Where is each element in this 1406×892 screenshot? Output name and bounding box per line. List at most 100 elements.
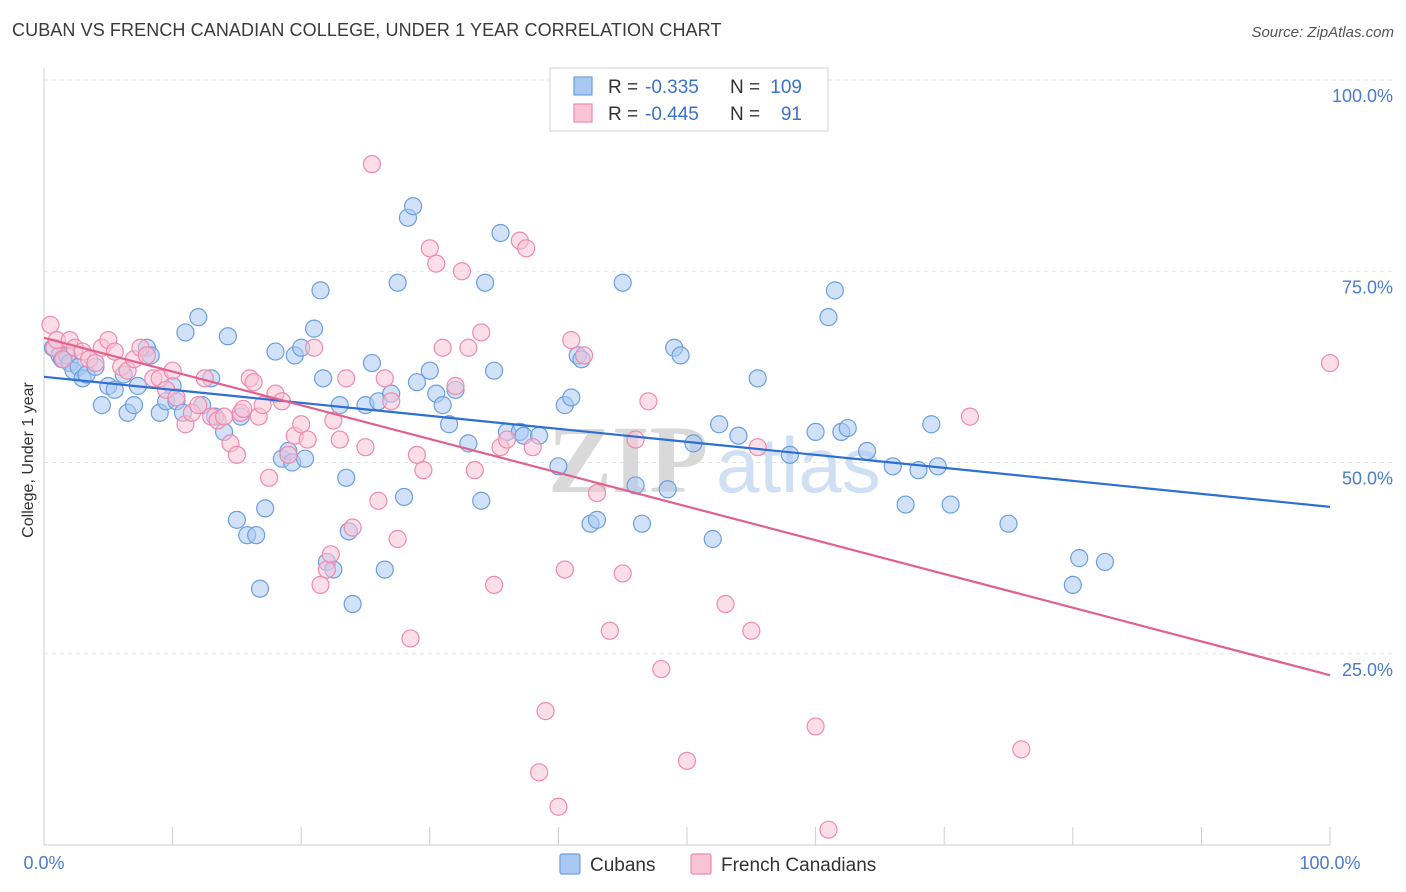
point-cubans-96 [806, 422, 825, 441]
point-french-canadians-46 [317, 560, 337, 579]
legend-swatch-cubans [559, 853, 581, 875]
point-cubans-25 [189, 308, 208, 327]
point-cubans-63 [420, 361, 439, 380]
point-cubans-105 [922, 415, 941, 434]
point-french-canadians-28 [214, 407, 234, 426]
point-french-canadians-8 [86, 353, 105, 373]
point-french-canadians-48 [324, 411, 343, 430]
watermark-zip: ZIP [548, 406, 708, 513]
point-french-canadians-80 [575, 346, 594, 365]
point-french-canadians-77 [549, 797, 568, 816]
point-french-canadians-43 [298, 430, 317, 449]
point-french-canadians-16 [137, 346, 156, 365]
point-cubans-91 [703, 529, 722, 549]
point-cubans-62 [407, 373, 427, 392]
y-tick-labels: 25.0% 50.0% 75.0% 100.0% [1332, 86, 1393, 680]
stats-r-label-cubans: R = [608, 77, 638, 98]
point-french-canadians-61 [420, 239, 439, 258]
stats-r-value-french-canadians: -0.445 [645, 104, 699, 125]
point-cubans-37 [266, 342, 285, 361]
point-french-canadians-91 [806, 717, 825, 736]
point-cubans-61 [403, 197, 423, 216]
point-french-canadians-64 [446, 376, 465, 396]
point-french-canadians-88 [716, 594, 735, 614]
point-cubans-108 [999, 514, 1018, 533]
x-tick-label-100: 100.0% [1299, 853, 1360, 873]
point-french-canadians-75 [530, 763, 549, 782]
gridlines [44, 79, 1392, 655]
point-french-canadians-62 [427, 254, 446, 273]
point-french-canadians-21 [167, 388, 186, 407]
point-french-canadians-90 [748, 438, 767, 457]
legend-label-cubans: Cubans [590, 855, 656, 876]
point-cubans-52 [343, 594, 362, 614]
point-cubans-54 [362, 353, 382, 373]
point-french-canadians-3 [54, 350, 73, 369]
point-cubans-94 [748, 369, 767, 388]
trend-lines [43, 336, 1331, 677]
point-cubans-59 [394, 487, 414, 507]
point-french-canadians-50 [337, 369, 356, 388]
point-french-canadians-93 [960, 407, 980, 426]
point-french-canadians-68 [472, 323, 491, 342]
point-cubans-86 [632, 514, 652, 533]
series-legend: Cubans French Canadians [559, 853, 876, 876]
stats-n-value-french-canadians: 91 [781, 104, 802, 125]
point-cubans-100 [838, 418, 857, 438]
stats-swatch-french-canadians [573, 103, 593, 123]
point-cubans-46 [313, 369, 333, 388]
point-cubans-83 [587, 510, 607, 529]
point-french-canadians-49 [330, 430, 349, 449]
point-french-canadians-32 [234, 399, 253, 419]
point-french-canadians-87 [677, 751, 697, 770]
point-cubans-109 [1063, 575, 1082, 595]
point-cubans-87 [658, 480, 677, 499]
point-cubans-84 [613, 273, 632, 292]
y-tick-label-25: 25.0% [1342, 660, 1393, 680]
x-axis-ticks [43, 827, 1331, 845]
point-cubans-72 [491, 223, 510, 243]
chart-title: CUBAN VS FRENCH CANADIAN COLLEGE, UNDER … [12, 20, 722, 40]
y-tick-label-50: 50.0% [1342, 469, 1393, 489]
point-cubans-111 [1095, 552, 1115, 572]
point-french-canadians-94 [1012, 740, 1031, 759]
point-french-canadians-52 [356, 438, 375, 457]
point-cubans-101 [857, 441, 877, 461]
point-french-canadians-86 [652, 659, 671, 679]
point-cubans-35 [250, 579, 270, 598]
trend-line-french-canadians [43, 336, 1331, 677]
point-cubans-71 [485, 361, 504, 380]
point-cubans-58 [388, 273, 407, 292]
point-cubans-66 [439, 415, 459, 434]
y-axis-label: College, Under 1 year [20, 382, 37, 538]
point-cubans-30 [218, 327, 237, 346]
point-french-canadians-73 [517, 239, 536, 258]
point-cubans-70 [475, 273, 495, 292]
point-french-canadians-81 [587, 484, 607, 503]
point-french-canadians-54 [369, 491, 388, 510]
point-cubans-56 [375, 560, 394, 579]
point-french-canadians-47 [321, 545, 340, 564]
point-cubans-102 [883, 457, 902, 476]
point-french-canadians-65 [452, 262, 472, 281]
stats-r-label-french-canadians: R = [608, 104, 638, 125]
point-cubans-10 [92, 396, 111, 415]
point-cubans-15 [124, 396, 144, 415]
point-french-canadians-74 [523, 438, 542, 457]
point-cubans-103 [896, 495, 915, 514]
point-french-canadians-58 [401, 629, 420, 648]
point-cubans-69 [472, 491, 491, 510]
point-cubans-12 [105, 380, 124, 399]
point-french-canadians-82 [600, 621, 619, 640]
point-french-canadians-36 [253, 396, 272, 415]
point-french-canadians-78 [555, 560, 574, 579]
point-french-canadians-40 [279, 445, 298, 464]
stats-legend-box [549, 67, 829, 132]
x-tick-label-0: 0.0% [23, 853, 64, 873]
stats-n-value-cubans: 109 [770, 77, 802, 98]
stats-swatch-cubans [573, 76, 593, 96]
point-french-canadians-37 [259, 468, 279, 487]
point-french-canadians-42 [292, 415, 311, 434]
point-cubans-95 [780, 445, 799, 464]
